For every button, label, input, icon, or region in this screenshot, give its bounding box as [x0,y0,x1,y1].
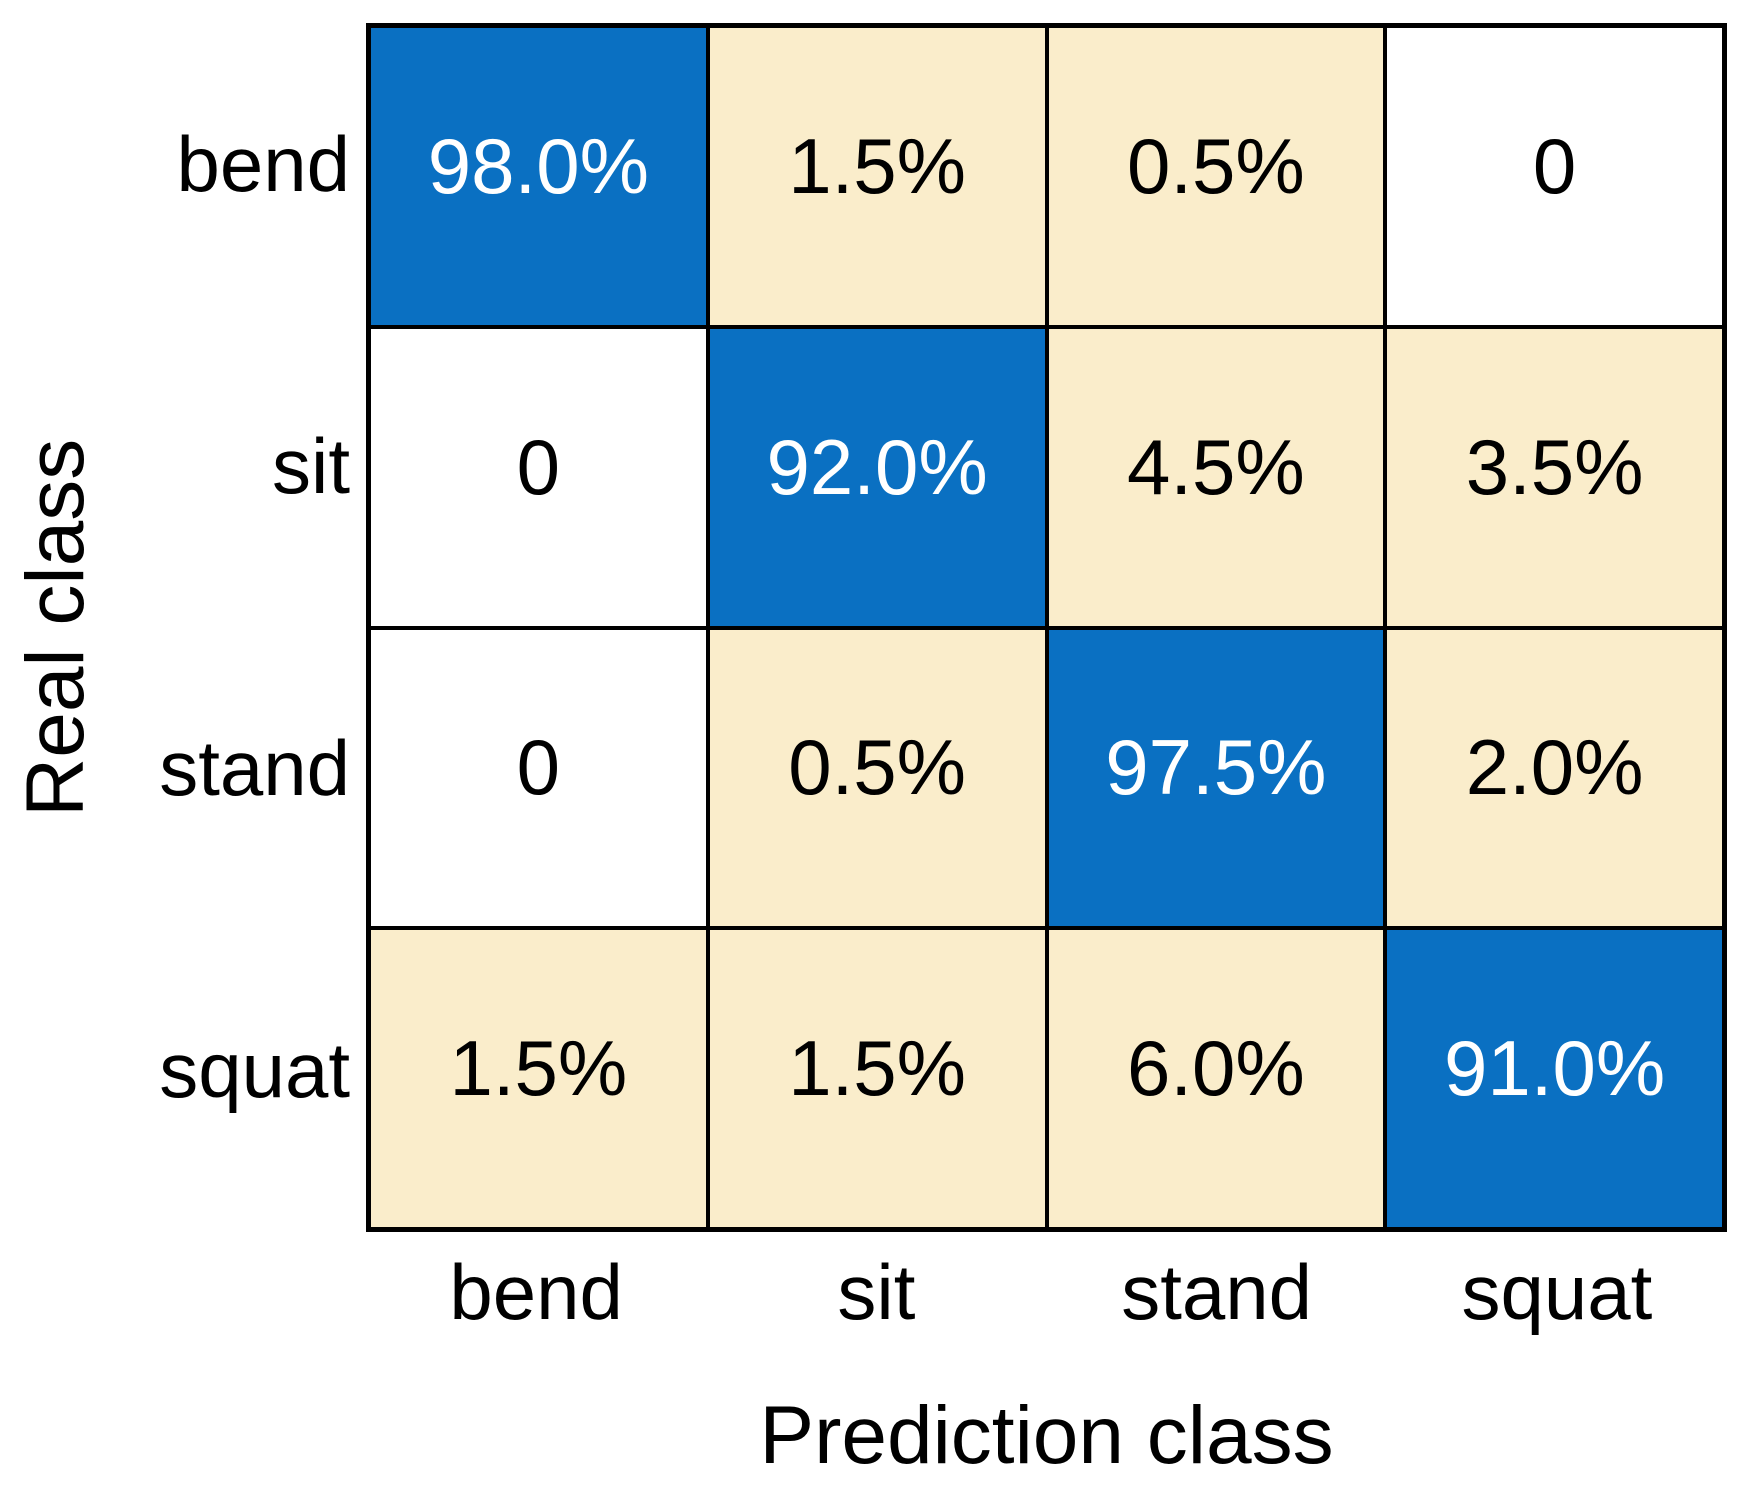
col-label-squat: squat [1461,1247,1653,1336]
row-label-bend: bend [176,119,350,208]
cell-value: 91.0% [1444,1024,1666,1113]
cell-value: 0 [516,723,561,812]
cell-value: 6.0% [1126,1024,1305,1113]
matrix-cell-squat-sit: 1.5% [707,928,1047,1229]
matrix-cell-sit-squat: 3.5% [1385,326,1724,628]
matrix-cell-squat-bend: 1.5% [369,928,708,1229]
x-axis-labels: bend sit stand squat [366,1244,1727,1340]
matrix-cell-sit-bend: 0 [369,326,708,628]
y-axis-labels: bend sit stand squat [0,23,350,1232]
matrix-cell-bend-squat: 0 [1385,26,1724,327]
cell-value: 0.5% [788,723,967,812]
matrix-cell-stand-squat: 2.0% [1385,627,1724,929]
cell-value: 0 [1532,121,1577,210]
cell-value: 97.5% [1105,723,1327,812]
cell-value: 98.0% [427,121,649,210]
cell-value: 1.5% [788,121,967,210]
cell-value: 2.0% [1465,723,1644,812]
row-label-stand: stand [159,724,350,813]
row-label-squat: squat [159,1026,350,1115]
matrix-cell-squat-squat: 91.0% [1385,928,1724,1229]
col-label-sit: sit [837,1247,916,1336]
matrix-cell-bend-stand: 0.5% [1046,26,1386,327]
matrix-cell-squat-stand: 6.0% [1046,928,1386,1229]
col-label-bend: bend [449,1247,623,1336]
cell-value: 3.5% [1465,422,1644,511]
matrix-cell-stand-stand: 97.5% [1046,627,1386,929]
matrix-cell-sit-stand: 4.5% [1046,326,1386,628]
matrix-cell-bend-sit: 1.5% [707,26,1047,327]
x-axis-title: Prediction class [759,1390,1334,1481]
matrix-cell-sit-sit: 92.0% [707,326,1047,628]
matrix-cell-bend-bend: 98.0% [369,26,708,327]
row-label-sit: sit [272,421,350,510]
cell-value: 0.5% [1126,121,1305,210]
cell-value: 0 [516,422,561,511]
cell-value: 1.5% [449,1024,628,1113]
cell-value: 4.5% [1126,422,1305,511]
col-label-stand: stand [1121,1247,1313,1336]
matrix-cell-stand-sit: 0.5% [707,627,1047,929]
matrix-grid: 98.0% 1.5% 0.5% 0 0 92.0% 4.5% 3.5% 0 0.5% 97.5% 2.… [366,23,1727,1232]
cell-value: 92.0% [766,422,988,511]
cell-value: 1.5% [788,1024,967,1113]
matrix-cell-stand-bend: 0 [369,627,708,929]
